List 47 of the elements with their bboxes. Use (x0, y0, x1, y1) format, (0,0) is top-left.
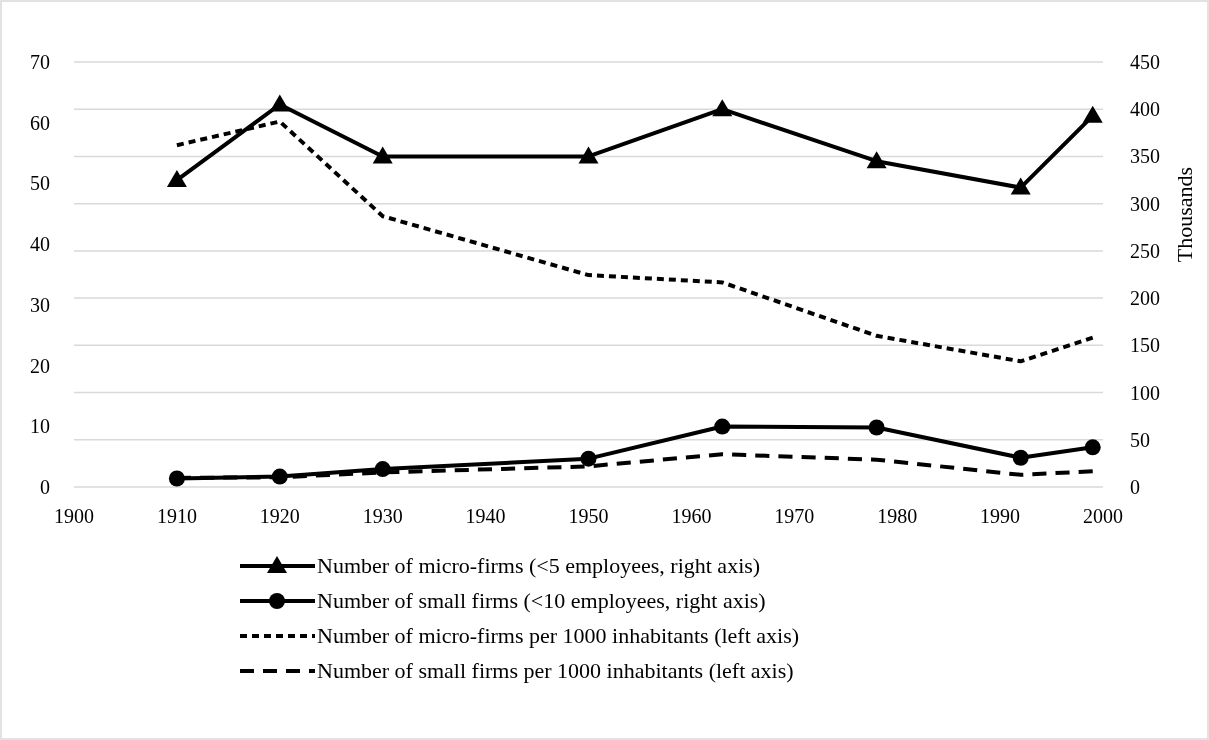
legend-label: Number of micro-firms (<5 employees, right axis) (317, 553, 761, 578)
legend-label: Number of small firms (<10 employees, right axis) (317, 588, 766, 613)
legend-label: Number of micro-firms per 1000 inhabitants (left axis) (317, 623, 800, 648)
y2-tick-label: 400 (1130, 98, 1160, 121)
y2-tick-label: 250 (1130, 239, 1160, 262)
point (712, 99, 733, 117)
y-tick-label: 30 (30, 293, 50, 316)
y2-tick-label: 450 (1130, 51, 1160, 73)
y-tick-label: 50 (30, 172, 50, 195)
y-tick-label: 60 (30, 111, 50, 134)
x-tick-label: 1980 (877, 505, 918, 527)
y2-tick-label: 300 (1130, 192, 1160, 215)
point (1084, 439, 1101, 456)
y-tick-label: 0 (40, 476, 50, 498)
x-tick-label: 2000 (1083, 505, 1123, 527)
x-tick-label: 1960 (671, 505, 712, 527)
x-tick-label: 1920 (259, 505, 300, 527)
x-tick-label: 1930 (362, 505, 403, 527)
x-tick-label: 1970 (774, 505, 815, 527)
y2-tick-label: 350 (1130, 145, 1160, 168)
point (714, 418, 731, 435)
x-tick-label: 1950 (568, 505, 609, 527)
x-tick-label: 1900 (54, 505, 94, 527)
point (578, 146, 599, 164)
point (372, 146, 393, 164)
y-tick-label: 20 (30, 354, 50, 377)
y-tick-label: 70 (30, 51, 50, 73)
y2-axis-title: Thousands (1172, 166, 1197, 263)
x-tick-label: 1990 (980, 505, 1021, 527)
y2-tick-label: 100 (1130, 381, 1160, 404)
point (1012, 449, 1029, 466)
x-tick-label: 1910 (156, 505, 197, 527)
y2-tick-label: 50 (1130, 428, 1150, 451)
point (1082, 105, 1103, 123)
point (866, 151, 887, 169)
y2-tick-label: 0 (1130, 476, 1140, 498)
y-tick-label: 10 (30, 415, 50, 438)
point (166, 170, 187, 188)
legend-label: Number of small firms per 1000 inhabitants (left axis) (317, 658, 794, 683)
y2-tick-label: 150 (1130, 334, 1160, 357)
point (580, 450, 597, 467)
x-tick-label: 1940 (465, 505, 506, 527)
y2-tick-label: 200 (1130, 287, 1160, 310)
point (269, 94, 290, 112)
point (1010, 177, 1031, 195)
y-tick-label: 40 (30, 233, 50, 256)
point (868, 419, 885, 436)
